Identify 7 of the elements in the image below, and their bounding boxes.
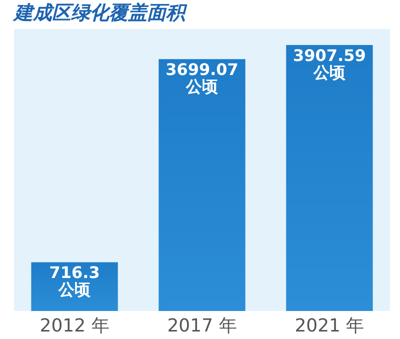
data-label: 3907.59 公顷: [293, 46, 366, 82]
x-tick-label: 2021 年: [294, 316, 364, 336]
x-tick-label: 2017 年: [167, 316, 237, 336]
x-tick-label: 2012 年: [40, 316, 110, 336]
data-label: 3699.07 公顷: [166, 60, 238, 96]
data-label: 716.3 公顷: [49, 263, 100, 300]
chart-title: 建成区绿化覆盖面积: [12, 2, 188, 24]
